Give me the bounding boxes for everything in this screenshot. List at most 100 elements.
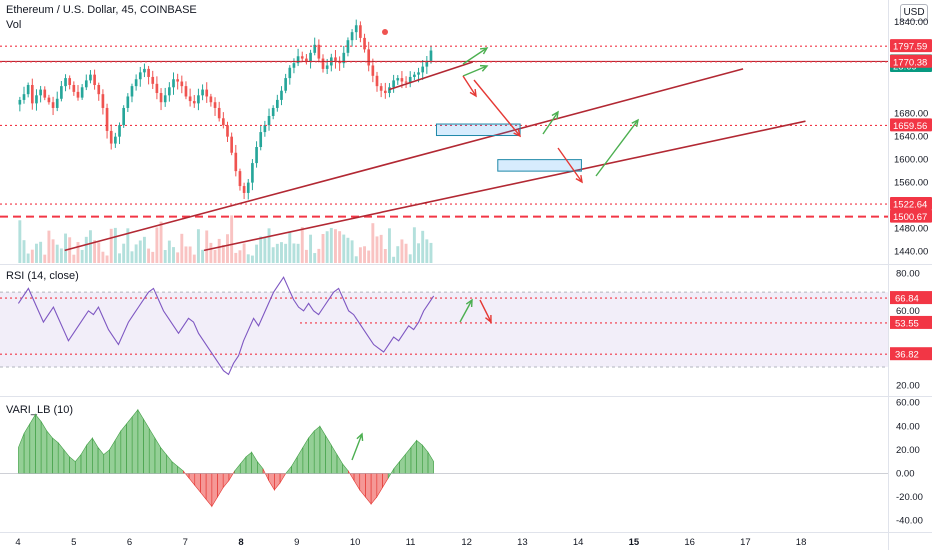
x-tick-label: 15 [629, 537, 640, 548]
volume-bar [213, 249, 217, 263]
volume-bar [246, 254, 250, 263]
rsi-tick-label: 60.00 [896, 306, 920, 317]
candle-body [321, 58, 325, 69]
candle-body [309, 52, 312, 63]
vari-tick-label: 0.00 [896, 468, 915, 479]
candle-body [296, 56, 300, 64]
candle-body [72, 84, 76, 92]
price-tick-label: 1600.00 [894, 155, 928, 166]
price-tag-label: 1522.64 [893, 200, 927, 211]
volume-bar [234, 252, 238, 263]
vari-area [268, 473, 275, 492]
vari-area [86, 437, 93, 474]
candle-body [213, 102, 217, 108]
volume-bar [383, 248, 387, 263]
vari-tick-label: -40.00 [896, 516, 923, 527]
volume-bar [334, 229, 337, 263]
volume-bar [284, 243, 288, 263]
vari-area [97, 446, 105, 474]
x-tick-label: 16 [684, 537, 695, 548]
volume-bar [259, 236, 263, 263]
price-tick-label: 1840.00 [894, 17, 928, 28]
volume-bar [250, 255, 254, 263]
volume-bar [412, 227, 416, 263]
candle-body [226, 125, 229, 137]
volume-bar [392, 256, 396, 263]
price-tag-bg [890, 209, 932, 223]
candle-body [114, 136, 117, 144]
candle-body [168, 87, 171, 96]
vari-area [296, 446, 304, 474]
vari-area [46, 430, 53, 474]
candle-body [271, 107, 275, 116]
volume-bar [255, 244, 259, 263]
vari-area [410, 439, 417, 474]
vari-area [222, 473, 230, 489]
vari-area [251, 451, 258, 474]
volume-bar [321, 234, 325, 263]
projection-arrow-up [595, 119, 639, 177]
trendline [388, 61, 473, 91]
volume-bar [18, 220, 22, 263]
candle-body [126, 96, 130, 108]
candle-body [292, 63, 296, 68]
volume-bar [408, 254, 412, 263]
vari-area [120, 423, 127, 474]
price-tag: 1522.64 [890, 197, 932, 211]
volume-bar [275, 243, 279, 263]
vari-area [160, 446, 167, 474]
vari-area [52, 437, 59, 474]
volume-bar [300, 227, 304, 263]
vari-area [370, 473, 378, 505]
chart-symbol-title[interactable]: Ethereum / U.S. Dollar, 45, COINBASE [6, 4, 197, 16]
candle-body [122, 107, 126, 126]
volume-bar [313, 253, 317, 263]
target-zone-box [497, 159, 582, 172]
projection-arrow-down [462, 75, 477, 97]
candle-body [284, 78, 287, 91]
volume-bar [80, 249, 84, 263]
projection-arrow-down [469, 88, 477, 98]
x-tick-label: 17 [740, 537, 751, 548]
price-tag-bg [890, 197, 932, 211]
vari-area [422, 444, 429, 474]
candle-body [317, 44, 321, 59]
vari-area [325, 434, 332, 474]
vari-area [234, 463, 241, 474]
projection-arrow-down [557, 147, 583, 183]
volume-bar [30, 249, 34, 263]
rsi-tag-label: 66.84 [895, 294, 919, 305]
candle-body [413, 74, 416, 77]
trendline [203, 120, 806, 252]
candle-body [176, 79, 179, 82]
volume-bar [367, 250, 371, 263]
volume-bar [155, 227, 159, 263]
volume-bar [134, 244, 138, 263]
candle-body [238, 171, 242, 187]
volume-bar [209, 242, 213, 263]
candle-body [89, 74, 92, 81]
projection-arrow-down [575, 174, 583, 184]
volume-bar [396, 246, 400, 263]
candle-body [263, 125, 267, 133]
vari-area [188, 473, 196, 487]
projection-arrow-up [462, 65, 488, 77]
volume-bar [72, 254, 76, 263]
x-tick-label: 5 [71, 537, 76, 548]
price-tick-label: 1440.00 [894, 247, 928, 258]
candle-body [109, 130, 113, 144]
currency-button[interactable]: USD [900, 4, 928, 21]
candle-body [30, 84, 34, 104]
candle-body [18, 99, 22, 105]
candle-body [47, 97, 51, 103]
vari-area [103, 449, 110, 474]
vari-area [376, 473, 383, 499]
candle-body [305, 58, 308, 63]
vari-area [148, 427, 156, 474]
volume-bar [88, 230, 92, 263]
x-tick-label: 11 [406, 537, 416, 548]
vari-area [228, 469, 235, 482]
candle-body [101, 94, 105, 108]
vari-area [126, 416, 133, 474]
